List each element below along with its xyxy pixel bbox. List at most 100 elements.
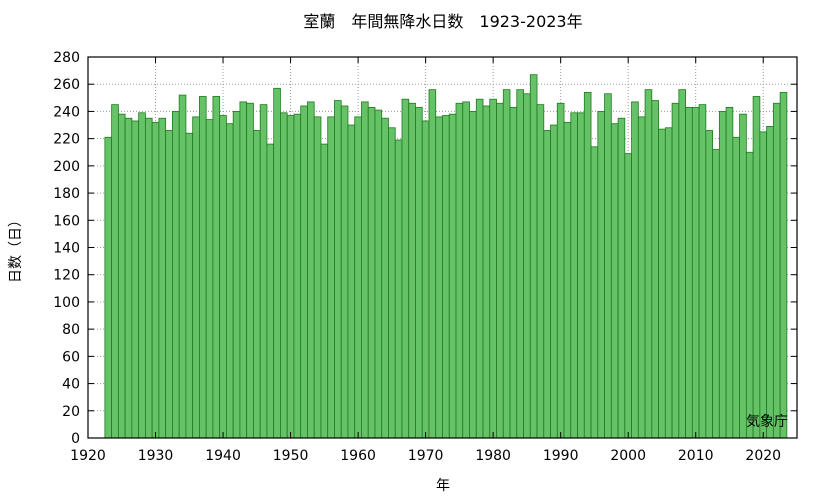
source-credit: 気象庁 xyxy=(746,414,788,430)
bar-1935 xyxy=(185,132,194,439)
bar-1959 xyxy=(347,124,356,439)
bar-1936 xyxy=(192,116,200,439)
bar-1984 xyxy=(516,89,524,439)
y-tick-label: 80 xyxy=(62,322,80,338)
bar-2002 xyxy=(637,116,646,439)
bar-1957 xyxy=(334,100,342,439)
bar-1939 xyxy=(212,96,221,439)
x-tick-label: 1970 xyxy=(408,448,444,464)
bar-2006 xyxy=(664,127,673,439)
bar-1932 xyxy=(165,130,173,439)
bar-1975 xyxy=(455,102,464,439)
y-tick-label: 200 xyxy=(53,159,80,175)
x-tick-label: 1980 xyxy=(475,448,511,464)
y-tick-label: 280 xyxy=(53,50,80,66)
y-axis-label: 日数（日） xyxy=(8,213,24,283)
bar-1964 xyxy=(381,117,389,439)
bar-1944 xyxy=(246,102,254,439)
bar-1938 xyxy=(205,119,214,439)
y-tick-label: 220 xyxy=(53,132,80,148)
bar-2012 xyxy=(705,130,713,439)
bar-1983 xyxy=(509,106,518,439)
bar-1997 xyxy=(604,93,612,439)
bars xyxy=(104,74,788,439)
bar-2008 xyxy=(678,89,686,439)
chart-title: 室蘭 年間無降水日数 1923-2023年 xyxy=(303,12,582,31)
x-tick-label: 2010 xyxy=(678,448,714,464)
bar-1960 xyxy=(354,116,362,439)
bar-1952 xyxy=(300,105,308,439)
bar-2015 xyxy=(725,106,734,439)
bar-1954 xyxy=(313,116,322,439)
bar-1988 xyxy=(543,130,551,439)
bar-1947 xyxy=(266,143,275,439)
bar-1991 xyxy=(563,121,572,439)
x-axis-label: 年 xyxy=(436,478,450,494)
y-tick-label: 40 xyxy=(62,377,80,393)
y-tick-label: 180 xyxy=(53,186,80,202)
bar-1924 xyxy=(111,104,119,439)
bar-2017 xyxy=(739,113,747,439)
bar-1972 xyxy=(435,116,443,439)
y-tick-label: 100 xyxy=(53,295,80,311)
bar-1979 xyxy=(482,105,491,439)
bar-1992 xyxy=(570,112,578,439)
bar-1950 xyxy=(286,115,295,439)
bar-1993 xyxy=(577,112,585,439)
y-tick-label: 20 xyxy=(62,404,80,420)
bar-1966 xyxy=(394,139,403,439)
x-tick-label: 2020 xyxy=(745,448,781,464)
bar-1989 xyxy=(550,124,558,439)
bar-2018 xyxy=(745,151,754,439)
bar-1974 xyxy=(448,113,457,439)
bar-1923 xyxy=(104,136,113,439)
bar-2023 xyxy=(779,91,788,439)
bar-1996 xyxy=(597,111,605,439)
y-tick-label: 0 xyxy=(71,431,80,447)
bar-1930 xyxy=(151,121,160,439)
bar-1925 xyxy=(117,113,126,439)
bar-1961 xyxy=(361,101,369,439)
bar-1967 xyxy=(401,98,410,439)
bar-2004 xyxy=(651,100,659,439)
bar-1931 xyxy=(158,117,167,439)
bar-1933 xyxy=(172,111,180,439)
y-tick-label: 120 xyxy=(53,268,80,284)
bar-1965 xyxy=(388,127,396,439)
x-tick-label: 1930 xyxy=(138,448,174,464)
y-tick-labels: 0 20 40 60 80 100 120 140 160 180 200 220 240 260 280 xyxy=(53,50,80,447)
bar-1948 xyxy=(273,87,281,439)
bar-2022 xyxy=(772,102,781,439)
bar-1998 xyxy=(610,123,619,439)
bar-2020 xyxy=(759,131,768,439)
bar-1999 xyxy=(617,117,626,439)
bar-1937 xyxy=(199,96,207,439)
bar-1980 xyxy=(489,98,497,439)
bar-1981 xyxy=(496,102,504,439)
bar-2010 xyxy=(691,106,700,439)
bar-1995 xyxy=(590,146,599,439)
bar-1968 xyxy=(408,102,416,439)
bar-1945 xyxy=(253,130,261,439)
bar-1986 xyxy=(529,74,538,439)
x-tick-labels: 1920 1930 1940 1950 1960 1970 1980 1990 2000 2010… xyxy=(70,448,781,464)
bar-1927 xyxy=(131,120,140,439)
y-tick-label: 260 xyxy=(53,77,80,93)
bar-2013 xyxy=(712,149,720,439)
bar-2021 xyxy=(766,125,774,439)
bar-1977 xyxy=(469,111,477,439)
bar-1928 xyxy=(138,112,146,439)
bar-1926 xyxy=(124,117,133,439)
y-tick-label: 60 xyxy=(62,349,80,365)
bar-1963 xyxy=(374,109,383,439)
bar-1949 xyxy=(280,112,288,439)
x-tick-label: 1920 xyxy=(70,448,106,464)
x-tick-label: 1990 xyxy=(543,448,579,464)
bar-2011 xyxy=(698,104,707,439)
bar-1929 xyxy=(144,117,153,439)
bar-2014 xyxy=(718,111,727,439)
bar-2005 xyxy=(658,128,666,439)
bar-1943 xyxy=(239,101,248,439)
y-tick-label: 160 xyxy=(53,213,80,229)
